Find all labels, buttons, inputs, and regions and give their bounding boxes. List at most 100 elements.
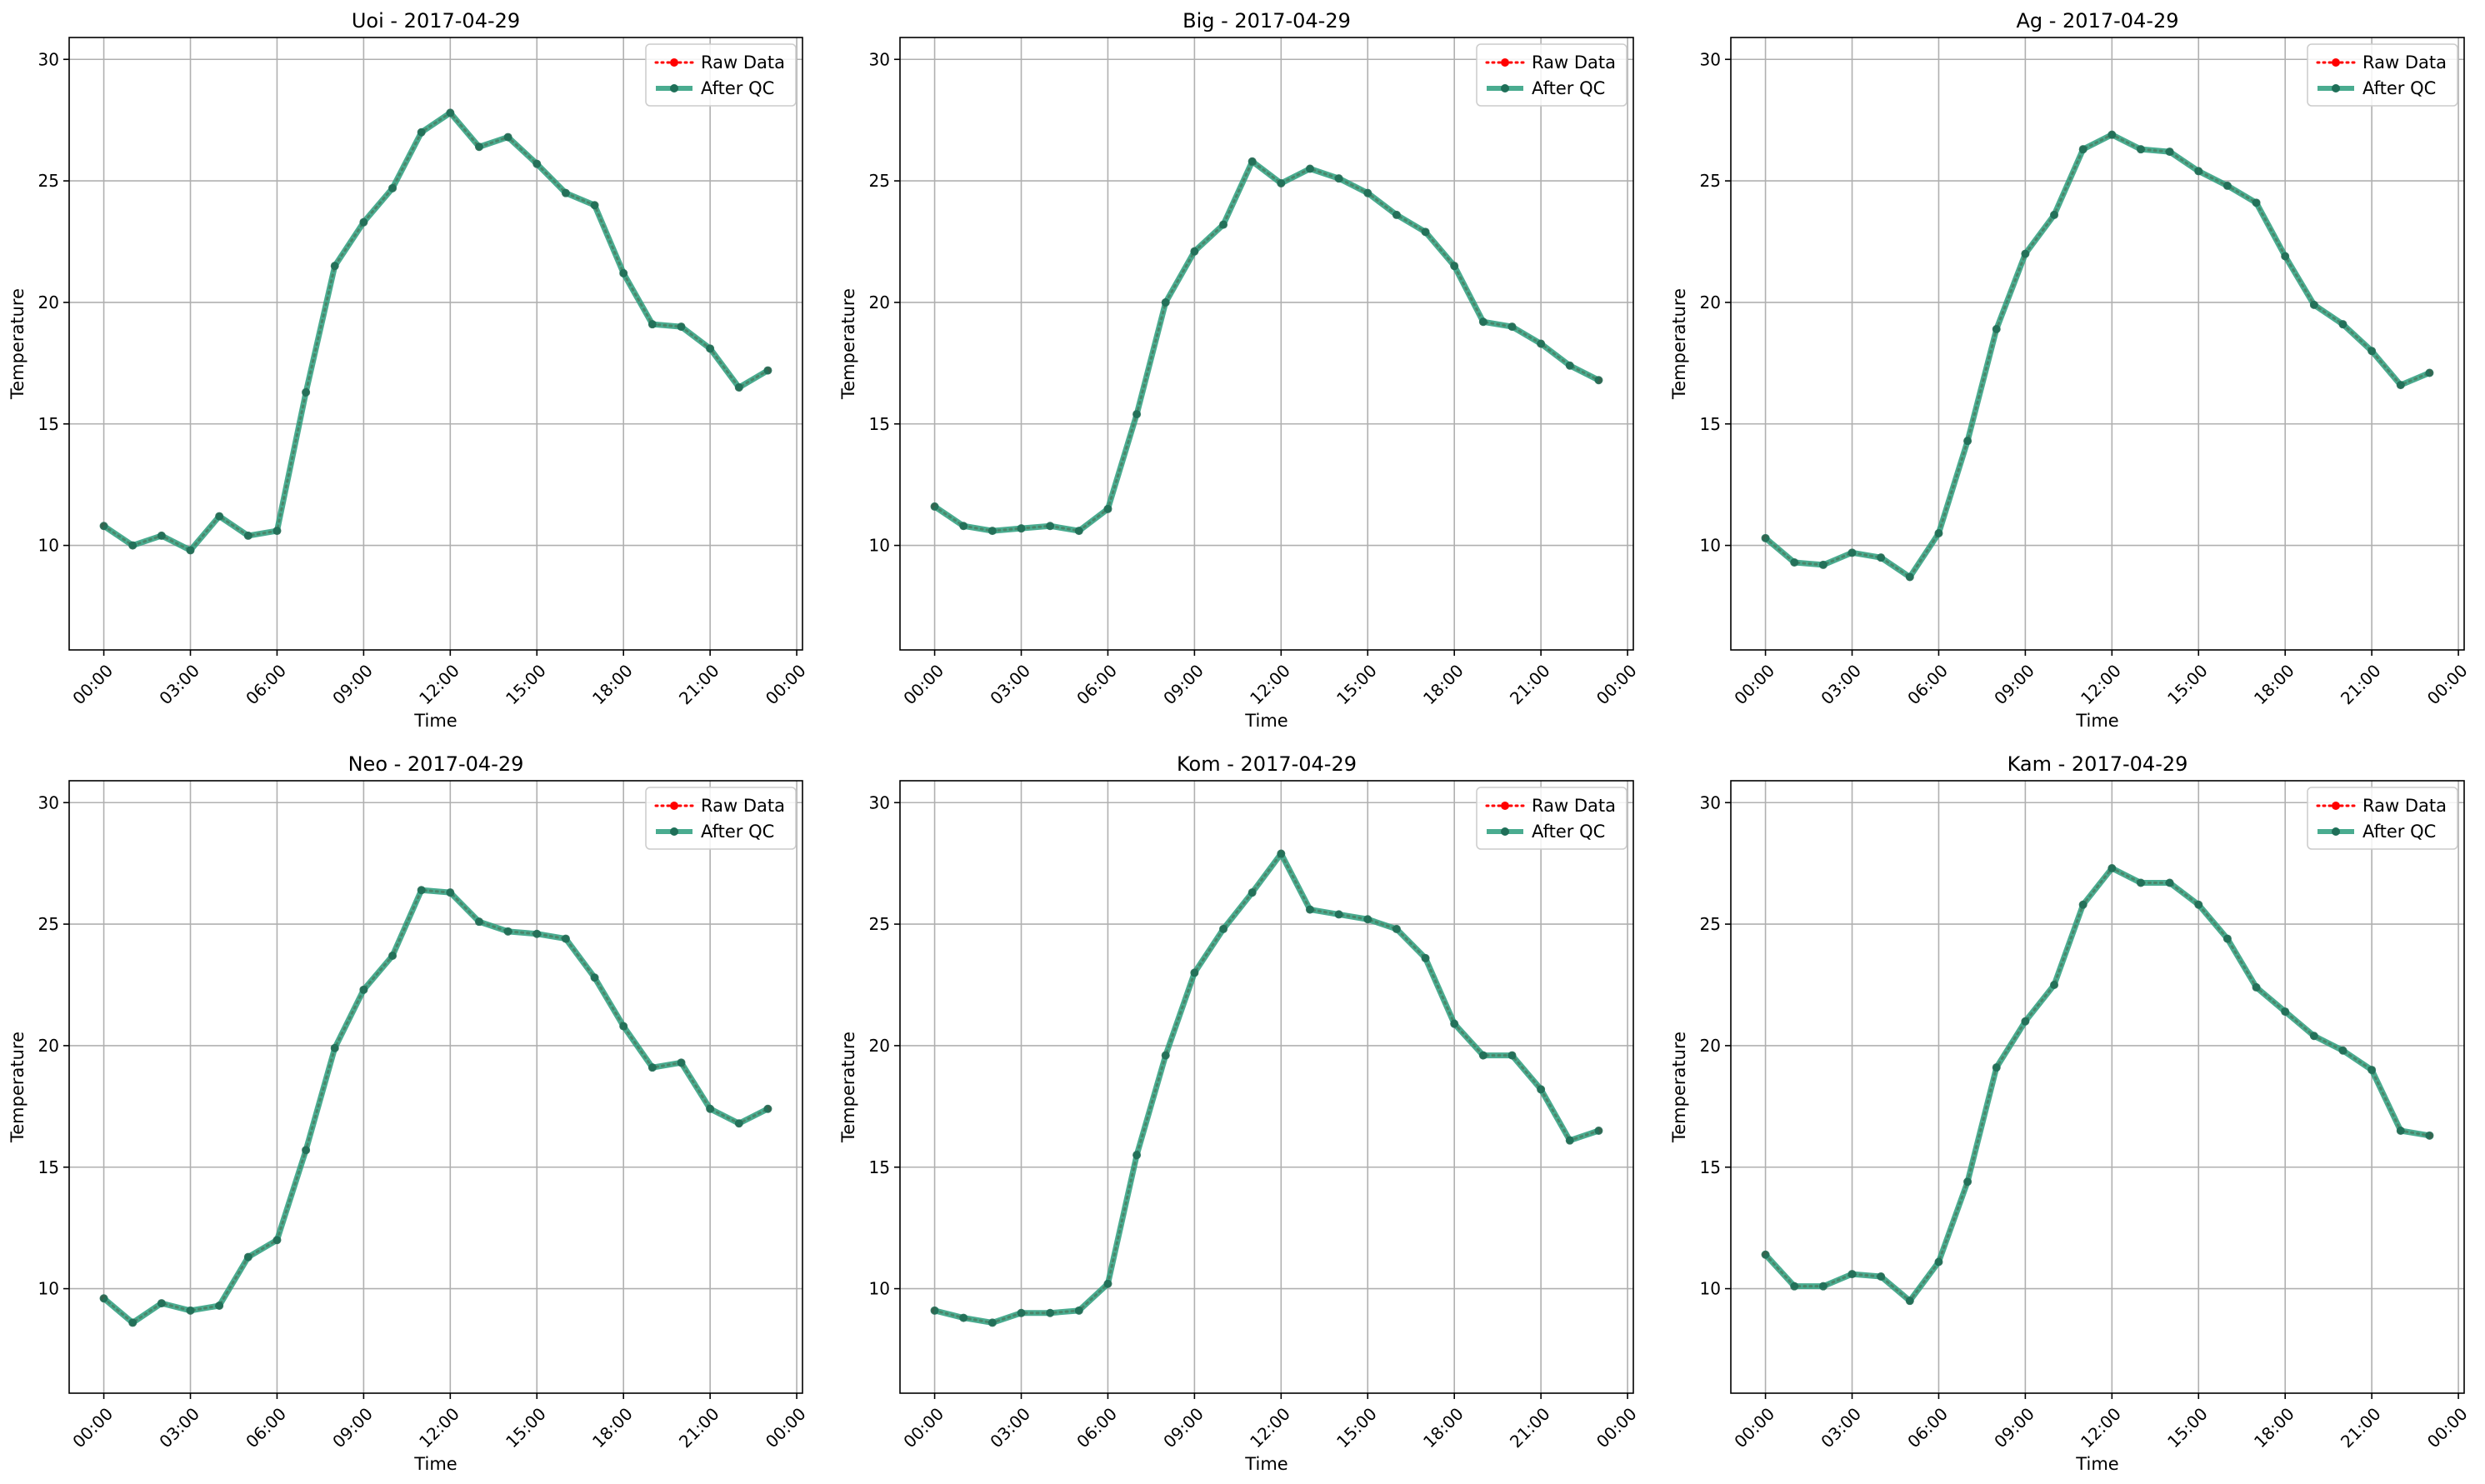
qc-data-point — [302, 1146, 311, 1155]
qc-data-point — [1790, 1282, 1799, 1291]
legend-raw-marker — [670, 58, 678, 67]
axes-frame — [899, 780, 1634, 1394]
qc-data-point — [1508, 1051, 1517, 1060]
qc-data-point — [330, 262, 339, 271]
chart-title: Uoi - 2017-04-29 — [352, 9, 520, 32]
qc-data-point — [2396, 381, 2405, 390]
y-tick-label: 10 — [869, 1279, 890, 1299]
x-tick-label: 18:00 — [2250, 1404, 2298, 1452]
qc-data-point — [1017, 1308, 1026, 1317]
x-axis-label: Time — [1244, 711, 1288, 731]
legend-raw-label: Raw Data — [2362, 52, 2447, 72]
qc-data-point — [1848, 548, 1857, 557]
qc-data-point — [2108, 130, 2117, 139]
axes-frame — [1730, 37, 2465, 651]
qc-data-point — [2425, 368, 2434, 377]
y-tick-label: 15 — [38, 414, 59, 434]
series-raw-line — [1764, 867, 2431, 1303]
x-tick-label: 03:00 — [155, 1404, 203, 1452]
qc-data-point — [1594, 1127, 1603, 1135]
qc-data-point — [2338, 320, 2348, 329]
y-tick-label: 20 — [1700, 1036, 1721, 1056]
qc-data-point — [503, 132, 512, 142]
qc-data-point — [590, 973, 599, 982]
series-qc-line — [932, 158, 1601, 534]
qc-data-point — [2252, 982, 2261, 992]
qc-data-point — [2222, 181, 2232, 190]
qc-data-point — [2309, 300, 2318, 309]
x-tick-label: 00:00 — [762, 1404, 810, 1452]
y-axis-label: Temperature — [8, 1032, 28, 1143]
qc-data-point — [1017, 524, 1026, 533]
qc-data-point — [1305, 164, 1314, 173]
y-tick-label: 10 — [1700, 536, 1721, 556]
legend-raw-label: Raw Data — [701, 52, 785, 72]
qc-data-point — [2338, 1046, 2348, 1055]
y-tick-label: 25 — [1700, 171, 1721, 191]
legend-qc-marker — [1501, 84, 1509, 92]
x-tick-label: 21:00 — [675, 661, 723, 709]
x-tick-label: 12:00 — [2077, 1404, 2125, 1452]
qc-data-point — [157, 1299, 166, 1308]
qc-data-point — [1219, 924, 1228, 933]
qc-data-point — [503, 927, 512, 936]
qc-data-point — [2194, 900, 2203, 909]
qc-data-point — [1190, 968, 1199, 977]
qc-data-point — [2050, 981, 2059, 989]
axes-frame — [68, 780, 803, 1394]
qc-data-point — [1790, 558, 1799, 567]
qc-data-point — [2281, 1007, 2290, 1017]
y-tick-label: 15 — [869, 1157, 890, 1177]
axes-frame — [68, 37, 803, 651]
qc-data-point — [2165, 147, 2174, 157]
legend-qc-marker — [1501, 827, 1509, 836]
x-tick-label: 09:00 — [328, 1404, 377, 1452]
qc-data-point — [1450, 1019, 1459, 1028]
qc-data-point — [1905, 1297, 1914, 1306]
x-axis-label: Time — [2075, 711, 2118, 731]
qc-data-point — [706, 344, 715, 353]
x-tick-label: 09:00 — [1990, 661, 2038, 709]
qc-data-point — [1046, 1308, 1055, 1317]
qc-data-point — [677, 1058, 686, 1067]
qc-data-point — [1992, 1063, 2001, 1072]
qc-data-point — [1537, 1085, 1546, 1094]
x-tick-label: 12:00 — [415, 1404, 463, 1452]
qc-data-point — [1565, 361, 1574, 370]
series-qc-line — [1762, 865, 2431, 1304]
qc-data-point — [1421, 953, 1430, 962]
qc-data-point — [1046, 522, 1055, 531]
qc-data-point — [1363, 188, 1372, 197]
y-tick-label: 25 — [1700, 914, 1721, 934]
chart-panel-1: Big - 2017-04-29 10 15 20 25 30 00:00 03:00 06:0… — [838, 9, 1641, 731]
qc-data-point — [1161, 297, 1170, 307]
x-tick-label: 09:00 — [1990, 1404, 2038, 1452]
qc-data-point — [648, 1063, 657, 1072]
qc-data-point — [706, 1104, 715, 1113]
x-tick-label: 12:00 — [1246, 1404, 1294, 1452]
x-tick-label: 00:00 — [1592, 661, 1641, 709]
qc-data-point — [763, 1104, 772, 1113]
qc-data-point — [1478, 1051, 1488, 1060]
legend-raw-label: Raw Data — [2362, 796, 2447, 816]
qc-data-point — [417, 886, 426, 895]
qc-data-point — [590, 201, 599, 210]
legend-qc-marker — [2332, 84, 2340, 92]
y-tick-label: 30 — [1700, 792, 1721, 812]
qc-data-point — [1392, 210, 1401, 219]
y-tick-label: 10 — [869, 536, 890, 556]
x-tick-label: 06:00 — [1903, 1404, 1952, 1452]
series-raw-line — [102, 888, 769, 1325]
chart-panel-5: Kam - 2017-04-29 10 15 20 25 30 00:00 03:00 06:0… — [1669, 752, 2472, 1474]
qc-data-point — [2396, 1127, 2405, 1135]
legend-raw-marker — [1501, 802, 1509, 810]
x-tick-label: 21:00 — [2337, 661, 2385, 709]
qc-data-point — [2165, 878, 2174, 887]
qc-data-point — [2368, 347, 2377, 356]
qc-data-point — [532, 929, 542, 938]
qc-data-point — [1132, 1151, 1142, 1160]
qc-data-point — [1074, 527, 1083, 536]
qc-data-point — [734, 1119, 743, 1128]
y-axis-label: Temperature — [8, 288, 28, 400]
y-axis-label: Temperature — [1669, 1032, 1689, 1143]
